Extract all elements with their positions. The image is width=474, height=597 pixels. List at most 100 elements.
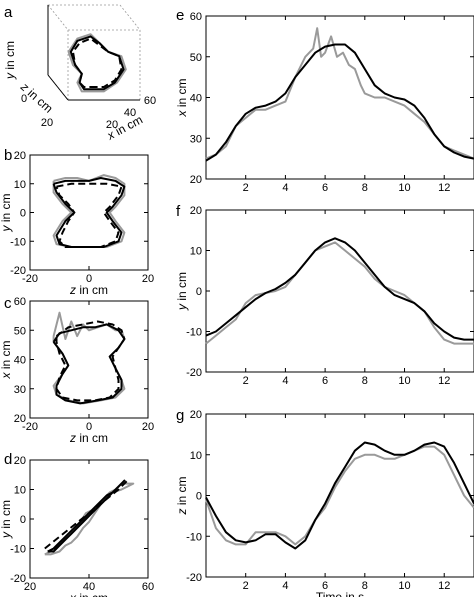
y-tick-label-b: -20	[10, 265, 26, 277]
x-tick-label-f: 6	[322, 375, 328, 387]
y-tick-label-c: 50	[14, 325, 26, 337]
y-axis-label-g: z in cm	[175, 476, 189, 515]
x-tick-label-a: 20	[106, 119, 118, 131]
y-axis-label-a: y in cm	[3, 41, 17, 80]
x-tick-label-g: 10	[398, 580, 410, 592]
series-line-d-dashed	[44, 479, 129, 550]
x-tick-label-d: 60	[142, 581, 154, 593]
y-tick-label-d: 10	[14, 485, 26, 497]
z-axis-line-a	[47, 74, 69, 101]
y-tick-label-b: -10	[10, 236, 26, 248]
y-tick-label-d: -20	[10, 573, 26, 585]
x-axis-label-g: Time in s	[316, 590, 364, 597]
y-tick-label-g: 10	[190, 450, 202, 462]
x-tick-label-b: -20	[22, 273, 38, 285]
y-tick-label-b: 0	[20, 208, 26, 220]
x-tick-label-e: 6	[322, 182, 328, 194]
x-tick-label-g: 12	[438, 580, 450, 592]
series-line-b-dashed	[55, 182, 123, 248]
x-tick-label-c: -20	[22, 421, 38, 433]
x-tick-label-f: 8	[362, 375, 368, 387]
x-tick-label-c: 0	[86, 421, 92, 433]
y-tick-label-e: 30	[190, 133, 202, 145]
y-tick-label-e: 20	[190, 174, 202, 186]
x-tick-label-b: 0	[86, 273, 92, 285]
panel-letter-b: b	[4, 147, 12, 164]
x-tick-label-f: 2	[243, 375, 249, 387]
series-line-a-black	[69, 35, 125, 91]
x-tick-label-g: 8	[362, 580, 368, 592]
series-line-b-gray	[52, 174, 126, 248]
axes-frame-f	[205, 209, 474, 373]
y-tick-label-f: 20	[190, 205, 202, 217]
series-line-f-gray	[205, 241, 474, 345]
y-tick-label-f: -10	[186, 327, 202, 339]
y-tick-label-b: 10	[14, 179, 26, 191]
y-tick-label-f: 0	[196, 286, 202, 298]
x-tick-label-a: 40	[124, 107, 136, 119]
y-axis-label-e: x in cm	[175, 78, 189, 117]
panel-letter-c: c	[4, 295, 12, 312]
series-line-e-black	[205, 43, 474, 162]
axes-frame-b	[29, 154, 149, 271]
axes-frame-g	[205, 413, 474, 578]
x-tick-label-a: 60	[144, 95, 156, 107]
panel-letter-d: d	[4, 451, 12, 468]
y-tick-label-f: -20	[186, 367, 202, 379]
series-line-d-black	[47, 479, 126, 553]
x-tick-label-d: 20	[24, 581, 36, 593]
x-tick-label-f: 4	[282, 375, 288, 387]
y-tick-label-g: -20	[186, 572, 202, 584]
z-tick-label-a: 20	[41, 117, 53, 129]
x-tick-label-e: 8	[362, 182, 368, 194]
y-tick-label-e: 40	[190, 93, 202, 105]
x-axis-label-d: x in cm	[69, 591, 108, 597]
y-axis-label-b: y in cm	[0, 193, 13, 232]
y-tick-label-g: 20	[190, 409, 202, 421]
y-tick-label-b: 20	[14, 150, 26, 162]
y-axis-label-f: y in cm	[175, 272, 189, 311]
y-tick-label-g: -10	[186, 531, 202, 543]
y-tick-label-f: 10	[190, 246, 202, 258]
panel-letter-g: g	[176, 407, 184, 424]
y-tick-label-d: 0	[20, 514, 26, 526]
series-line-c-dashed	[55, 320, 126, 402]
axes-frame-d	[29, 459, 149, 579]
y-axis-label-c: x in cm	[0, 340, 13, 379]
series-line-g-gray	[205, 445, 474, 546]
series-line-e-gray	[205, 27, 474, 160]
x-tick-label-g: 2	[243, 580, 249, 592]
x-tick-label-e: 10	[398, 182, 410, 194]
x-tick-label-b: 20	[142, 273, 154, 285]
x-tick-label-d: 40	[83, 581, 95, 593]
y-tick-label-c: 30	[14, 384, 26, 396]
x-tick-label-e: 2	[243, 182, 249, 194]
y-tick-label-e: 60	[190, 11, 202, 23]
y-tick-label-c: 60	[14, 296, 26, 308]
panel-letter-e: e	[176, 7, 184, 24]
z-tick-label-a: 0	[21, 93, 27, 105]
box-outline-a	[47, 4, 141, 101]
x-tick-label-f: 10	[398, 375, 410, 387]
box-edge-a	[47, 4, 69, 31]
x-tick-label-f: 12	[438, 375, 450, 387]
panel-letter-f: f	[176, 203, 181, 220]
y-tick-label-e: 50	[190, 52, 202, 64]
series-line-g-black	[205, 441, 474, 550]
y-tick-label-c: 40	[14, 355, 26, 367]
x-axis-label-c: z in cm	[69, 431, 108, 445]
y-tick-label-d: 20	[14, 455, 26, 467]
series-line-b-black	[52, 177, 126, 248]
panel-letter-a: a	[4, 4, 13, 21]
x-tick-label-e: 4	[282, 182, 288, 194]
x-axis-label-b: z in cm	[69, 283, 108, 297]
x-tick-label-g: 4	[282, 580, 288, 592]
x-tick-label-g: 6	[322, 580, 328, 592]
y-tick-label-g: 0	[196, 491, 202, 503]
y-tick-label-c: 20	[14, 413, 26, 425]
x-tick-label-e: 12	[438, 182, 450, 194]
y-tick-label-d: -10	[10, 544, 26, 556]
x-tick-label-c: 20	[142, 421, 154, 433]
y-axis-label-d: y in cm	[0, 500, 13, 539]
